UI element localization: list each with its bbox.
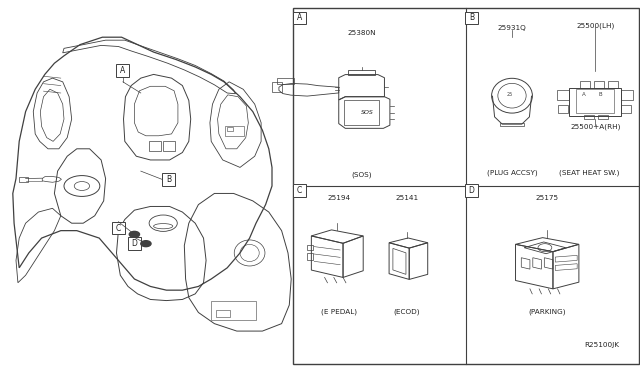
Bar (293, 8, 639, 364)
Text: A: A (297, 13, 302, 22)
Bar (211, 301, 256, 320)
Bar (558, 105, 568, 112)
Bar (227, 127, 233, 131)
Bar (500, 123, 524, 126)
Text: 25: 25 (506, 92, 513, 97)
Text: (SOS): (SOS) (351, 171, 372, 178)
Text: 25500+A(RH): 25500+A(RH) (570, 123, 620, 130)
Bar (557, 90, 569, 100)
Circle shape (141, 241, 151, 247)
Bar (621, 90, 634, 100)
Text: B: B (599, 92, 602, 97)
Text: D: D (131, 239, 138, 248)
Bar (225, 126, 244, 136)
Text: 25500(LH): 25500(LH) (576, 22, 614, 29)
Bar (277, 78, 294, 84)
Text: B: B (469, 13, 474, 22)
Text: B: B (166, 175, 171, 184)
Text: C: C (297, 186, 302, 195)
Text: 25194: 25194 (328, 195, 351, 201)
Bar (569, 88, 621, 116)
Bar (19, 177, 28, 182)
Text: (PLUG ACCSY): (PLUG ACCSY) (486, 170, 538, 176)
Bar (608, 81, 618, 88)
Bar (584, 115, 594, 119)
Text: (ECOD): (ECOD) (394, 308, 420, 315)
Bar (594, 81, 604, 88)
Bar (307, 253, 313, 260)
Bar (162, 173, 175, 186)
Text: (SEAT HEAT SW.): (SEAT HEAT SW.) (559, 170, 619, 176)
Bar (344, 100, 379, 125)
Bar (272, 83, 282, 92)
Bar (307, 245, 313, 250)
Bar (163, 141, 175, 151)
Text: D: D (468, 186, 475, 195)
Bar (576, 89, 614, 112)
Bar (465, 12, 478, 24)
Text: 25175: 25175 (536, 195, 559, 201)
Bar (580, 81, 590, 88)
Bar (112, 222, 125, 234)
Bar (621, 105, 631, 112)
Bar (465, 184, 478, 197)
Bar (293, 12, 306, 24)
Text: (E PEDAL): (E PEDAL) (321, 308, 357, 315)
Text: R25100JK: R25100JK (584, 342, 619, 348)
Text: SOS: SOS (360, 110, 374, 115)
Bar (128, 237, 141, 250)
Circle shape (129, 231, 140, 237)
Text: C: C (116, 224, 121, 232)
Bar (216, 310, 230, 317)
Text: A: A (120, 66, 125, 75)
Text: (PARKING): (PARKING) (529, 308, 566, 315)
Bar (293, 184, 306, 197)
Bar (149, 141, 161, 151)
Text: 25380N: 25380N (348, 31, 376, 36)
Bar (598, 115, 608, 119)
Text: 25931Q: 25931Q (498, 25, 526, 31)
Text: 25141: 25141 (396, 195, 419, 201)
Bar (116, 64, 129, 77)
Text: A: A (582, 92, 586, 97)
